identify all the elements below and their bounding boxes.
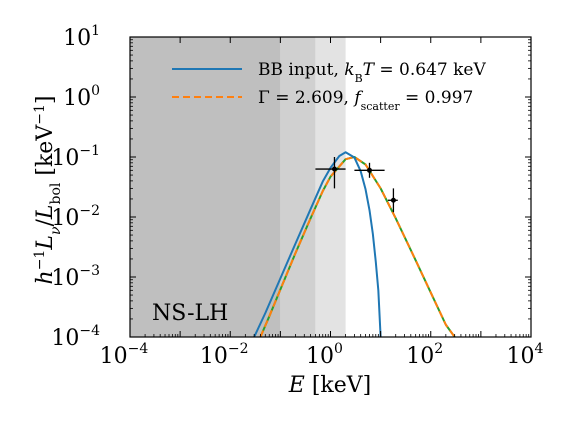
x-tick-label-3: 102	[406, 341, 443, 369]
x-tick-label-1: 10−2	[200, 341, 249, 369]
curves	[253, 151, 456, 337]
svg-text:h−1Lν/Lbol [keV−1]: h−1Lν/Lbol [keV−1]	[32, 96, 64, 285]
data-point-0	[315, 157, 346, 189]
y-tick-label-1: 10−3	[51, 263, 100, 291]
x-axis-label: E [keV]	[288, 373, 371, 398]
series-line-0	[253, 151, 382, 337]
x-tick-label-0: 10−4	[100, 341, 149, 369]
y-tick-label-4: 100	[63, 83, 100, 111]
annotation-label: NS-LH	[152, 301, 228, 326]
shaded-band-0	[130, 37, 281, 337]
x-tick-label-4: 104	[507, 341, 544, 369]
x-tick-label-2: 100	[306, 341, 343, 369]
y-axis-label: h−1Lν/Lbol [keV−1]	[32, 96, 64, 285]
y-tick-label-5: 101	[63, 23, 100, 51]
data-points	[315, 157, 398, 213]
shaded-bands	[130, 37, 346, 337]
series-line-1	[259, 156, 456, 337]
y-tick-label-3: 10−1	[51, 143, 100, 171]
data-point-2	[387, 188, 398, 213]
shaded-band-1	[280, 37, 316, 337]
data-point-1	[354, 162, 385, 178]
x-axis-ticks: 10−4 10−2 100 102 104	[100, 37, 544, 369]
y-tick-label-0: 10−4	[51, 323, 100, 351]
